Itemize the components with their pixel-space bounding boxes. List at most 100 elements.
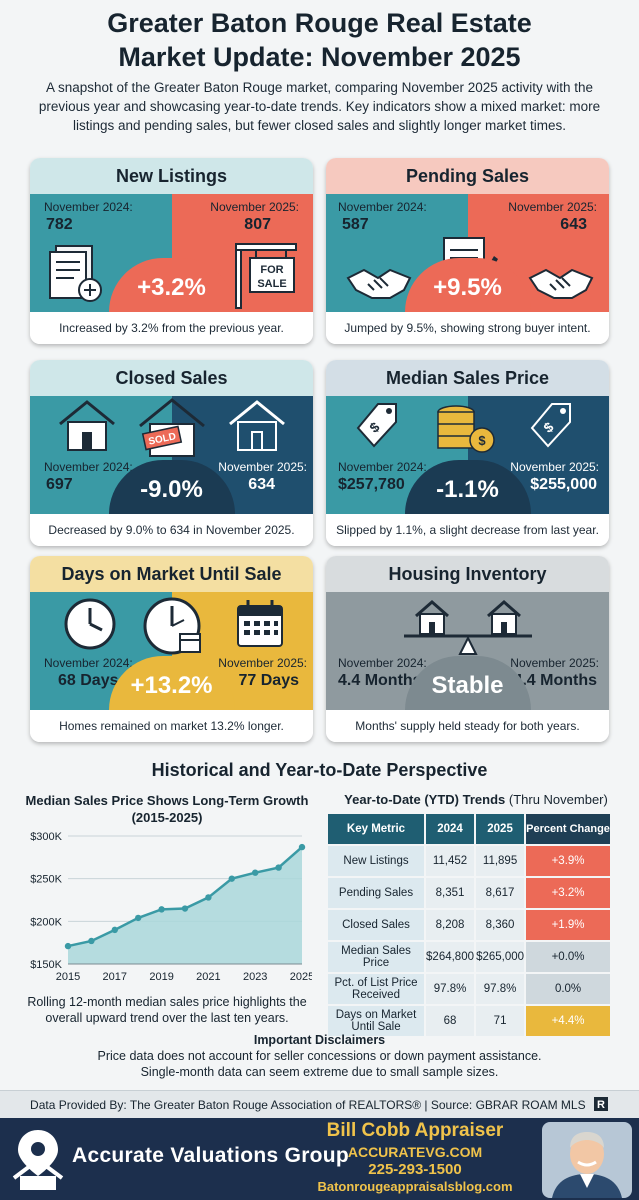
card-title: Pending Sales (326, 158, 609, 194)
right-label: November 2025: (218, 460, 307, 474)
title-line-1: Greater Baton Rouge Real Estate (107, 8, 532, 38)
clock-icon (64, 598, 116, 650)
location-house-logo-icon (12, 1130, 64, 1190)
stopwatch-calendar-icon (143, 597, 201, 655)
ytd-2024: $264,800 (426, 942, 475, 972)
card-days-on-market: Days on Market Until Sale November 20 (30, 556, 313, 742)
card-median-sales-price: Median Sales Price $ $ $ November 2024: … (326, 360, 609, 546)
card-title: Median Sales Price (326, 360, 609, 396)
footer: Accurate Valuations Group Bill Cobb Appr… (0, 1118, 639, 1200)
right-label: November 2025: (510, 460, 599, 474)
table-row: Pct. of List Price Received 97.8% 97.8% … (328, 974, 610, 1004)
left-value: 587 (342, 216, 369, 233)
disclaimer-line-2: Single-month data can seem extreme due t… (140, 1065, 499, 1079)
appraiser-name: Bill Cobb Appraiser (326, 1120, 504, 1141)
section-title: Historical and Year-to-Date Perspective (151, 760, 488, 780)
right-value: 807 (244, 216, 271, 233)
data-point (111, 926, 119, 934)
data-point (228, 875, 235, 882)
right-value: 77 Days (238, 672, 300, 689)
website-link[interactable]: ACCURATEVG.COM (347, 1144, 483, 1160)
ytd-change: +3.9% (526, 846, 610, 876)
y-tick-label: $200K (30, 916, 62, 928)
card-title: Housing Inventory (326, 556, 609, 592)
x-tick-label: 2025 (290, 971, 312, 983)
right-label: November 2025: (508, 200, 597, 214)
ytd-title: Year-to-Date (YTD) Trends (Thru November… (326, 792, 626, 807)
ytd-title-rest: (Thru November) (505, 792, 608, 807)
disclaimer-line-1: Price data does not account for seller c… (97, 1049, 542, 1063)
ytd-2025: 8,617 (476, 878, 525, 908)
left-label: November 2024: (44, 200, 133, 214)
ytd-2025: 71 (476, 1006, 525, 1036)
right-value: $255,000 (530, 476, 597, 493)
ytd-2024: 68 (426, 1006, 475, 1036)
chart-title: Median Sales Price Shows Long-Term Growt… (25, 793, 309, 825)
ytd-2024: 8,351 (426, 878, 475, 908)
ytd-table: Key Metric 2024 2025 Percent Change New … (326, 812, 612, 1038)
card-caption: Jumped by 9.5%, showing strong buyer int… (326, 312, 609, 344)
table-row: New Listings 11,452 11,895 +3.9% (328, 846, 610, 876)
data-point (158, 906, 165, 913)
median-price-chart: $150K $200K $250K $300K 2015 2017 2019 2021 2023… (30, 831, 312, 983)
left-value: $257,780 (338, 476, 405, 493)
page-title: Greater Baton Rouge Real Estate Market U… (0, 6, 639, 74)
appraiser-photo (542, 1122, 632, 1198)
card-caption: Decreased by 9.0% to 634 in November 202… (30, 514, 313, 546)
right-value: 643 (560, 216, 587, 233)
data-point (88, 937, 95, 945)
left-label: November 2024: (338, 200, 427, 214)
card-housing-inventory: Housing Inventory November 2024: 4.4 Mon… (326, 556, 609, 742)
phone-number[interactable]: 225-293-1500 (368, 1161, 462, 1178)
sign-text-2: SALE (257, 278, 286, 290)
ytd-metric: Pending Sales (328, 878, 424, 908)
ytd-change: +4.4% (526, 1006, 610, 1036)
price-tag-icon: $ (530, 403, 571, 448)
x-tick-label: 2023 (243, 971, 267, 983)
ytd-header-2024: 2024 (426, 814, 475, 844)
table-row: Closed Sales 8,208 8,360 +1.9% (328, 910, 610, 940)
ytd-metric: Closed Sales (328, 910, 424, 940)
right-value: 4.4 Months (513, 672, 597, 689)
ytd-change: +3.2% (526, 878, 610, 908)
data-point (298, 843, 306, 851)
source-text: Data Provided By: The Greater Baton Roug… (30, 1098, 586, 1112)
realtor-logo-icon: R (593, 1097, 608, 1111)
balance-scale-icon (404, 600, 532, 655)
document-add-icon (49, 245, 102, 302)
data-point (205, 894, 212, 901)
right-label: November 2025: (218, 656, 307, 670)
left-label: November 2024: (44, 656, 133, 670)
data-point (135, 914, 142, 922)
blog-link[interactable]: Batonrougeappraisalsblog.com (317, 1179, 513, 1194)
left-value: 697 (46, 476, 73, 493)
right-label: November 2025: (210, 200, 299, 214)
ytd-2024: 97.8% (426, 974, 475, 1004)
left-label: November 2024: (338, 656, 427, 670)
ytd-2025: 11,895 (476, 846, 525, 876)
x-tick-label: 2021 (196, 971, 220, 983)
left-value: 68 Days (58, 672, 119, 689)
coins-icon: $ (437, 405, 495, 453)
house-icon (229, 400, 285, 451)
handshake-icon (346, 268, 412, 299)
table-row: Median Sales Price $264,800 $265,000 +0.… (328, 942, 610, 972)
card-pending-sales: Pending Sales November 2024: 587 Novembe… (326, 158, 609, 344)
disclaimers: Important Disclaimers Price data does no… (0, 1032, 639, 1080)
x-tick-label: 2015 (56, 971, 80, 983)
handshake-icon (528, 268, 594, 299)
ytd-change: 0.0% (526, 974, 610, 1004)
ytd-2025: $265,000 (476, 942, 525, 972)
ytd-metric: Median Sales Price (328, 942, 424, 972)
y-tick-label: $250K (30, 874, 62, 886)
left-label: November 2024: (338, 460, 427, 474)
x-tick-label: 2017 (103, 971, 127, 983)
source-bar: Data Provided By: The Greater Baton Roug… (0, 1090, 639, 1118)
ytd-2024: 8,208 (426, 910, 475, 940)
card-caption: Homes remained on market 13.2% longer. (30, 710, 313, 742)
right-value: 634 (248, 476, 275, 493)
sign-text-1: FOR (260, 264, 283, 276)
calendar-icon (237, 600, 283, 647)
table-row: Pending Sales 8,351 8,617 +3.2% (328, 878, 610, 908)
right-label: November 2025: (510, 656, 599, 670)
